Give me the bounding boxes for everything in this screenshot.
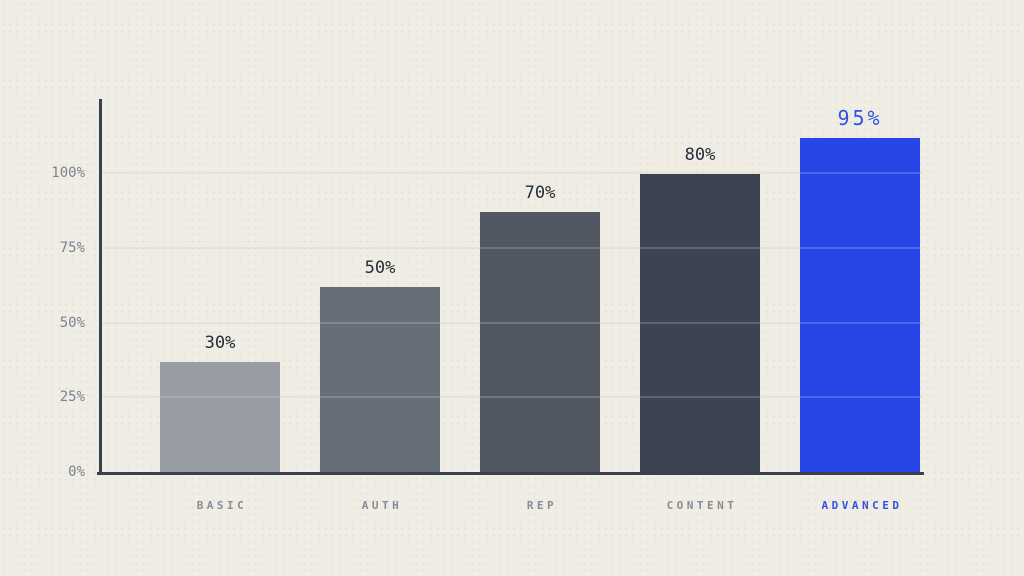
gridline-overlay-25% [102, 396, 924, 399]
bar-value-label-auth: 50% [364, 258, 396, 278]
y-axis-line [99, 99, 102, 475]
gridline-overlay-75% [102, 246, 924, 249]
bar-value-label-content: 80% [684, 145, 716, 165]
x-axis-label-rep: REP [526, 499, 558, 512]
x-axis-label-advanced: ADVANCED [821, 499, 903, 512]
y-tick-label: 25% [59, 389, 85, 406]
y-tick-label: 50% [59, 314, 85, 331]
gridline-overlay-50% [102, 321, 924, 324]
bar-advanced [800, 138, 920, 472]
y-tick-label: 100% [51, 165, 85, 181]
bar-value-label-rep: 70% [524, 183, 556, 203]
x-axis-label-content: CONTENT [666, 499, 738, 512]
x-axis-label-basic: BASIC [196, 499, 248, 512]
bar-auth [320, 287, 440, 472]
gridline-overlay-100% [102, 172, 924, 174]
bar-value-label-basic: 30% [204, 333, 236, 353]
y-tick-label: 75% [59, 239, 85, 256]
x-axis-label-auth: AUTH [361, 499, 403, 512]
gridline-100% [102, 172, 924, 174]
bar-value-label-advanced: 95% [837, 106, 883, 130]
y-tick-label: 0% [68, 464, 85, 480]
x-axis-line [97, 472, 924, 475]
bar-content [640, 174, 760, 472]
bar-rep [480, 212, 600, 472]
bar-basic [160, 362, 280, 472]
